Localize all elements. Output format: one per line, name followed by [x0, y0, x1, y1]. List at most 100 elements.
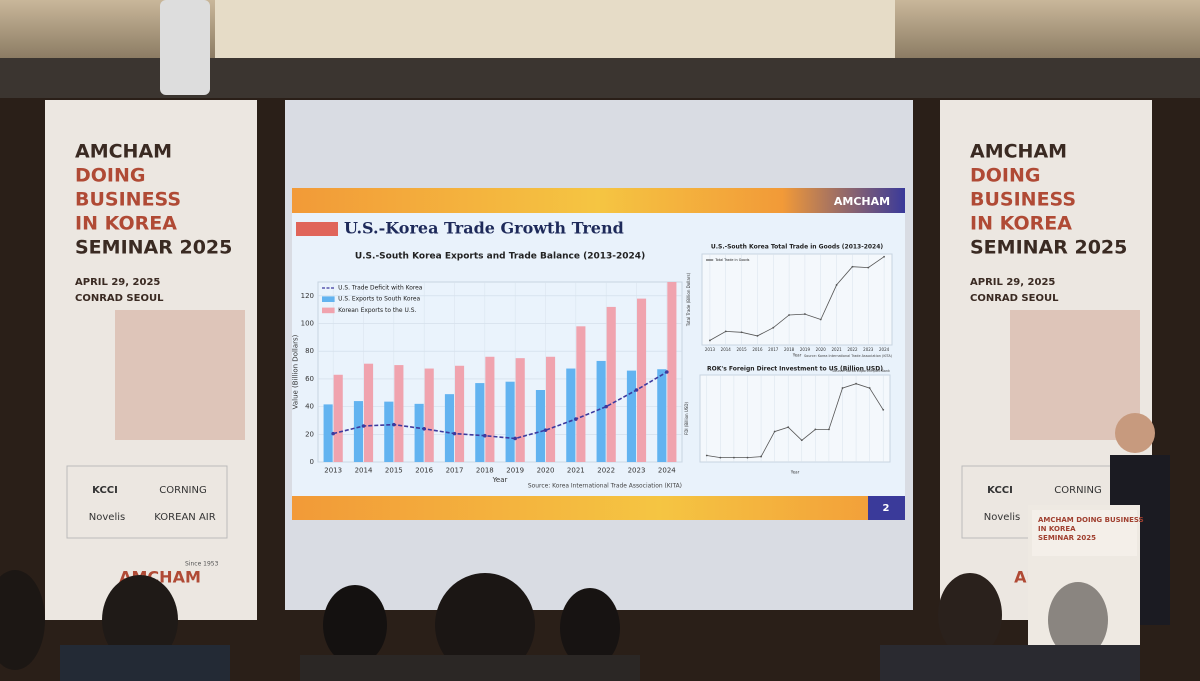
- point: [733, 456, 735, 459]
- x-tick-label: 2018: [476, 466, 494, 474]
- x-axis-label: Year: [792, 352, 802, 357]
- bar: [323, 404, 333, 462]
- podium-line: AMCHAM DOING BUSINESS: [1038, 516, 1144, 524]
- point: [851, 265, 854, 268]
- podium-line: SEMINAR 2025: [1038, 534, 1096, 542]
- podium-line: IN KOREA: [1038, 525, 1076, 533]
- point: [705, 454, 708, 457]
- banner-date: APRIL 29, 2025: [970, 277, 1055, 288]
- bar: [637, 298, 647, 462]
- point: [788, 314, 790, 316]
- point: [883, 255, 885, 258]
- x-tick-label: 2021: [831, 347, 842, 352]
- x-tick-label: 2015: [385, 466, 403, 474]
- projector: [160, 0, 210, 95]
- point: [574, 417, 578, 421]
- banner-line: BUSINESS: [75, 189, 181, 211]
- banner-line: SEMINAR 2025: [970, 237, 1127, 259]
- line: [333, 371, 668, 440]
- bar: [535, 390, 545, 462]
- plot-area: [699, 374, 891, 463]
- point: [740, 331, 743, 334]
- bar: [384, 401, 394, 462]
- legend-label: Total Trade in Goods: [714, 258, 749, 262]
- x-tick-label: 2016: [752, 347, 763, 352]
- line: [706, 383, 884, 458]
- sponsor: KCCI: [987, 485, 1013, 496]
- y-tick-label: 40: [305, 403, 314, 411]
- bar: [626, 370, 636, 462]
- x-tick-label: 2022: [847, 347, 858, 352]
- legend-label: U.S. Exports to South Korea: [338, 296, 420, 303]
- point: [543, 428, 548, 432]
- x-tick-label: 2023: [628, 466, 646, 474]
- bar: [606, 306, 616, 462]
- banner-line: DOING: [970, 165, 1041, 187]
- point: [724, 330, 727, 333]
- sponsor: CORNING: [159, 485, 206, 496]
- point: [665, 370, 669, 374]
- x-tick-label: 2023: [863, 347, 874, 352]
- bar: [566, 368, 576, 462]
- source: Source: Korea International Trade Associ…: [528, 483, 682, 490]
- sponsor: KCCI: [92, 485, 118, 496]
- speaker-head: [1115, 413, 1155, 453]
- banner-line: SEMINAR 2025: [75, 237, 232, 259]
- line: [709, 256, 885, 341]
- plot-area: [317, 281, 683, 463]
- x-tick-label: 2017: [446, 466, 464, 474]
- banner-city: [1010, 310, 1140, 440]
- plot-area: [701, 253, 893, 346]
- x-tick-label: 2015: [736, 347, 747, 352]
- chart-title: U.S.-South Korea Total Trade in Goods (2…: [711, 244, 884, 251]
- x-axis-label: Year: [790, 469, 800, 474]
- bar: [414, 403, 424, 462]
- page-box: [868, 496, 905, 520]
- x-tick-label: 2013: [705, 347, 716, 352]
- point: [746, 456, 749, 459]
- slide-title: U.S.-Korea Trade Growth Trend: [344, 219, 624, 238]
- x-tick-label: 2021: [567, 466, 585, 474]
- point: [819, 318, 822, 321]
- banner-city: [115, 310, 245, 440]
- bar: [364, 363, 374, 462]
- x-tick-label: 2016: [415, 466, 433, 474]
- point: [867, 266, 870, 269]
- sponsor-box: [66, 465, 228, 539]
- chart-title: ROK's Foreign Direct Investment to US (B…: [707, 366, 883, 373]
- x-tick-label: 2017: [768, 347, 779, 352]
- point: [709, 339, 711, 342]
- banner-date: APRIL 29, 2025: [75, 277, 160, 288]
- bar: [353, 401, 363, 462]
- point: [422, 426, 426, 431]
- legend-label: U.S. Trade Deficit with Korea: [338, 285, 423, 292]
- point: [855, 382, 857, 385]
- y-tick-label: 20: [305, 430, 314, 438]
- point: [331, 431, 335, 436]
- y-tick-label: 0: [310, 458, 314, 466]
- charts: U.S.-South Korea Exports and Trade Balan…: [292, 244, 893, 490]
- audience: [0, 570, 1140, 681]
- banner-venue: CONRAD SEOUL: [75, 293, 164, 304]
- sponsor: KOREAN AIR: [154, 512, 215, 523]
- bar: [475, 383, 485, 462]
- point: [787, 426, 790, 429]
- bar: [444, 394, 454, 462]
- point: [719, 456, 722, 459]
- x-tick-label: 2013: [324, 466, 342, 474]
- banner-line: AMCHAM: [75, 141, 172, 163]
- bar: [576, 326, 586, 462]
- page-number: 2: [883, 503, 890, 514]
- footer-since: Since 1953: [185, 561, 219, 568]
- point: [772, 326, 775, 329]
- x-axis-label: Year: [492, 476, 508, 484]
- bar: [394, 365, 404, 462]
- banner-line: BUSINESS: [970, 189, 1076, 211]
- legend-label: Korean Exports to the U.S.: [338, 307, 416, 314]
- slide-header: [292, 188, 905, 213]
- point: [804, 313, 806, 315]
- source: Source: Korea International Trade Associ…: [804, 354, 893, 358]
- bar: [515, 358, 525, 462]
